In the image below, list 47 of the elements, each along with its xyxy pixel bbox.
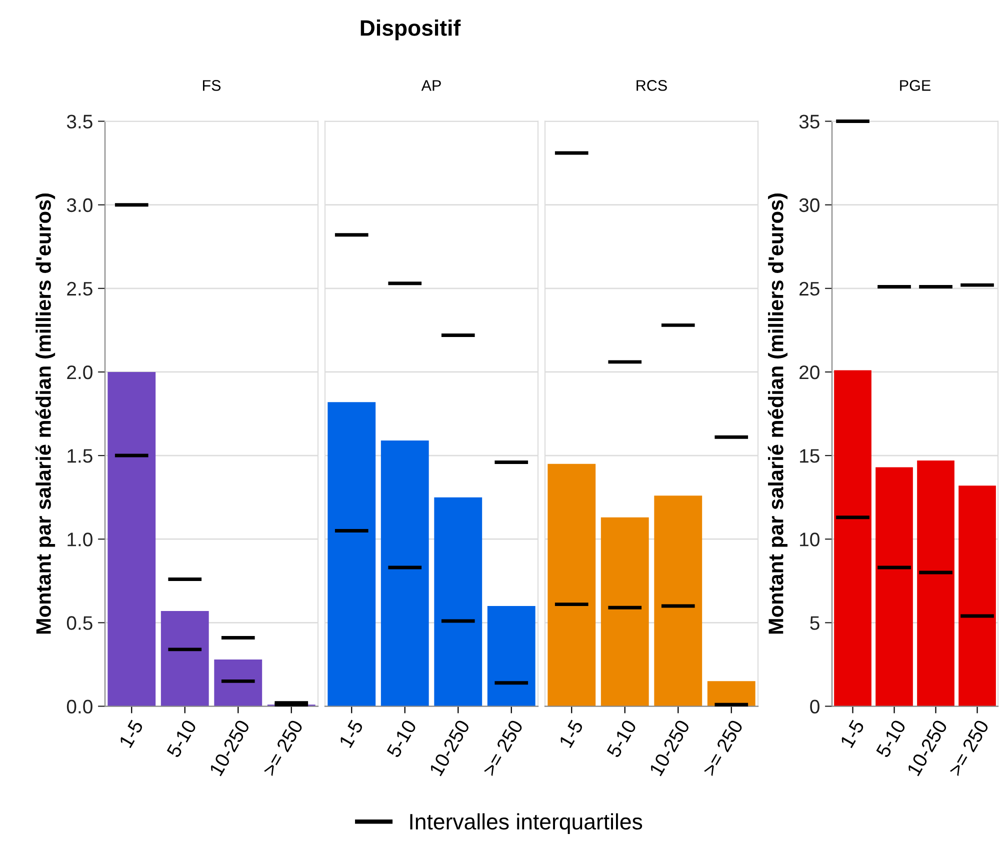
x-tick-label: 1-5: [338, 719, 364, 748]
bar: [108, 372, 156, 706]
x-tick-label: >= 250: [948, 718, 990, 777]
bar: [958, 486, 996, 706]
chart-subtitle: FS: [202, 80, 221, 91]
bar: [707, 681, 756, 706]
y-tick-label: 20: [800, 365, 820, 380]
bar: [834, 370, 872, 706]
x-tick-label: 1-5: [840, 719, 865, 748]
bar: [434, 497, 482, 706]
bar: [654, 496, 702, 706]
bar: [917, 460, 954, 706]
chart-subtitle: RCS: [636, 80, 667, 91]
bar: [214, 659, 262, 706]
x-tick-label: >= 250: [482, 718, 524, 777]
bar: [160, 610, 209, 706]
y-tick-label: 15: [800, 449, 820, 463]
y-tick-label: 1.5: [68, 449, 92, 463]
chart-subtitle: AP: [421, 80, 441, 91]
x-tick-label: >= 250: [262, 718, 304, 777]
y-tick-label: 2.5: [67, 282, 92, 296]
y-tick-label: 0.5: [66, 616, 92, 630]
x-tick-label: 1-5: [558, 719, 584, 748]
bar: [548, 464, 596, 706]
y-tick-label: 2.0: [67, 365, 92, 380]
y-tick-label: 1.0: [68, 532, 92, 546]
y-tick-label: 0.0: [66, 700, 92, 714]
y-tick-label: 3.0: [66, 198, 92, 212]
legend-title: Intervalles interquartiles: [410, 813, 642, 834]
y-tick-label: 10: [800, 532, 820, 546]
y-axis-title: Montant par salarié médian (milliers d'euros): [35, 194, 56, 634]
x-tick-label: >= 250: [702, 718, 744, 777]
y-axis-title: Montant par salarié médian (milliers d'euros): [768, 194, 788, 634]
chart-title: Dispositif: [360, 20, 461, 40]
chart-subtitle: PGE: [900, 80, 930, 91]
bar: [380, 440, 429, 706]
y-tick-label: 35: [799, 114, 820, 129]
bar: [487, 606, 536, 706]
x-tick-label: 1-5: [118, 719, 144, 748]
y-tick-label: 30: [799, 198, 820, 212]
bar: [600, 517, 649, 706]
y-tick-label: 25: [800, 282, 820, 296]
bar: [876, 467, 913, 706]
y-tick-label: 3.5: [66, 114, 92, 129]
y-tick-label: 5: [810, 616, 820, 630]
y-tick-label: 0: [810, 700, 820, 714]
bar: [328, 402, 376, 706]
